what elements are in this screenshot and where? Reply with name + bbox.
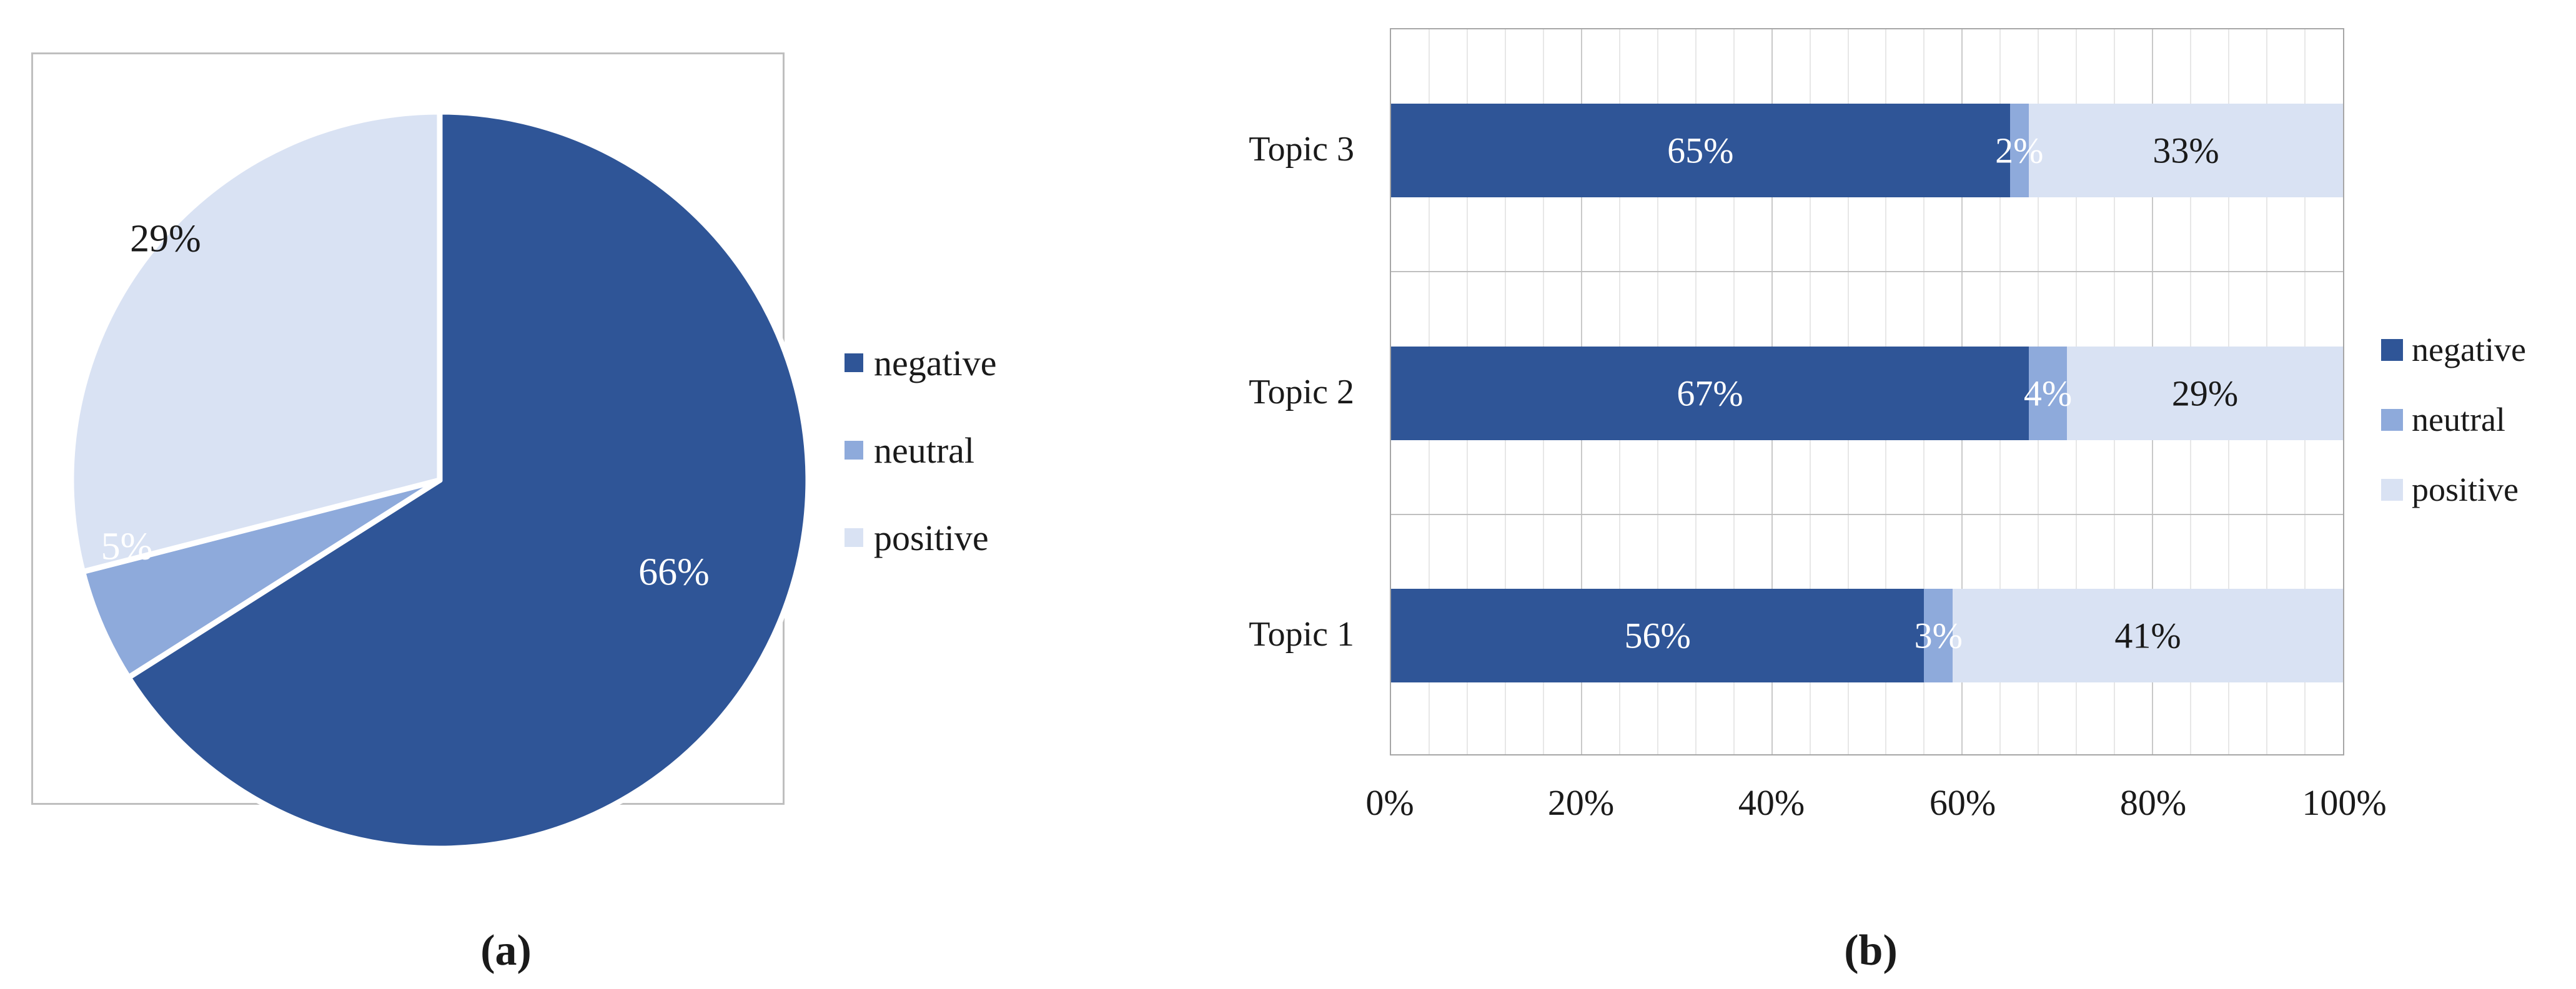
legend-label: positive: [874, 517, 989, 558]
pie-chart: [68, 109, 811, 852]
bar-segment-positive: 33%: [2029, 104, 2343, 197]
category-label-topic-2: Topic 2: [1249, 373, 1354, 411]
caption-b: (b): [1844, 927, 1898, 975]
bar-row-topic-1: 56% 3% 41%: [1391, 589, 2343, 682]
pie-slice-neutral: [80, 477, 443, 681]
negative-swatch-icon: [845, 353, 863, 372]
legend-item-positive: positive: [2381, 471, 2519, 508]
bar-segment-neutral: 4%: [2024, 347, 2072, 440]
pie-data-label-neutral: 5%: [101, 525, 153, 568]
bar-data-label-neutral: 3%: [1914, 615, 1963, 656]
legend-item-positive: positive: [845, 517, 989, 558]
bar-data-label-neutral: 2%: [1995, 130, 2044, 171]
bar-data-label-positive: 33%: [2152, 130, 2219, 171]
legend-item-negative: negative: [845, 342, 997, 383]
bar-data-label-negative: 56%: [1624, 615, 1691, 656]
legend-label: positive: [2412, 471, 2519, 508]
legend-label: neutral: [874, 430, 975, 471]
bar-segment-positive: 29%: [2067, 347, 2343, 440]
category-label-topic-3: Topic 3: [1249, 130, 1354, 169]
pie-slice-negative: [126, 109, 811, 852]
bar-segment-neutral: 2%: [1995, 104, 2043, 197]
negative-swatch-icon: [2381, 338, 2403, 361]
bar-segment-neutral: 3%: [1915, 589, 1963, 682]
neutral-swatch-icon: [2381, 408, 2403, 431]
legend-item-neutral: neutral: [2381, 401, 2505, 438]
bar-data-label-neutral: 4%: [2023, 373, 2073, 414]
category-gridline-1: [1391, 271, 2343, 272]
bar-data-label-positive: 29%: [2171, 373, 2239, 414]
bar-data-label-negative: 67%: [1677, 373, 1743, 414]
legend-item-negative: negative: [2381, 331, 2526, 368]
caption-a: (a): [480, 927, 532, 975]
x-axis-tick-20pct: 20%: [1547, 782, 1615, 823]
bar-data-label-negative: 65%: [1667, 130, 1734, 171]
category-gridline-2: [1391, 514, 2343, 515]
bar-row-topic-3: 65% 2% 33%: [1391, 104, 2343, 197]
x-axis-tick-40pct: 40%: [1738, 782, 1805, 823]
x-axis-tick-60pct: 60%: [1929, 782, 1996, 823]
pie-plot-area: [31, 52, 811, 852]
x-axis-tick-0pct: 0%: [1365, 782, 1414, 823]
legend-label: neutral: [2412, 401, 2505, 438]
bar-segment-negative: 56%: [1391, 589, 1925, 682]
positive-swatch-icon: [845, 528, 863, 547]
neutral-swatch-icon: [845, 441, 863, 460]
bar-segment-positive: 41%: [1953, 589, 2343, 682]
bar-segment-negative: 65%: [1391, 104, 2010, 197]
legend-label: negative: [874, 342, 997, 383]
bar-plot-area: 65% 2% 33% 67% 4% 29% 56% 3% 41%: [1390, 28, 2344, 755]
bar-row-topic-2: 67% 4% 29%: [1391, 347, 2343, 440]
pie-slice-positive: [68, 109, 443, 575]
legend-label: negative: [2412, 331, 2526, 368]
x-axis-tick-80pct: 80%: [2119, 782, 2187, 823]
bar-data-label-positive: 41%: [2114, 615, 2181, 656]
legend-item-neutral: neutral: [845, 430, 975, 471]
positive-swatch-icon: [2381, 478, 2403, 501]
x-axis-tick-100pct: 100%: [2302, 782, 2387, 823]
bar-segment-negative: 67%: [1391, 347, 2029, 440]
category-label-topic-1: Topic 1: [1249, 615, 1354, 654]
pie-data-label-positive: 29%: [130, 217, 201, 260]
pie-data-label-negative: 66%: [638, 551, 710, 594]
